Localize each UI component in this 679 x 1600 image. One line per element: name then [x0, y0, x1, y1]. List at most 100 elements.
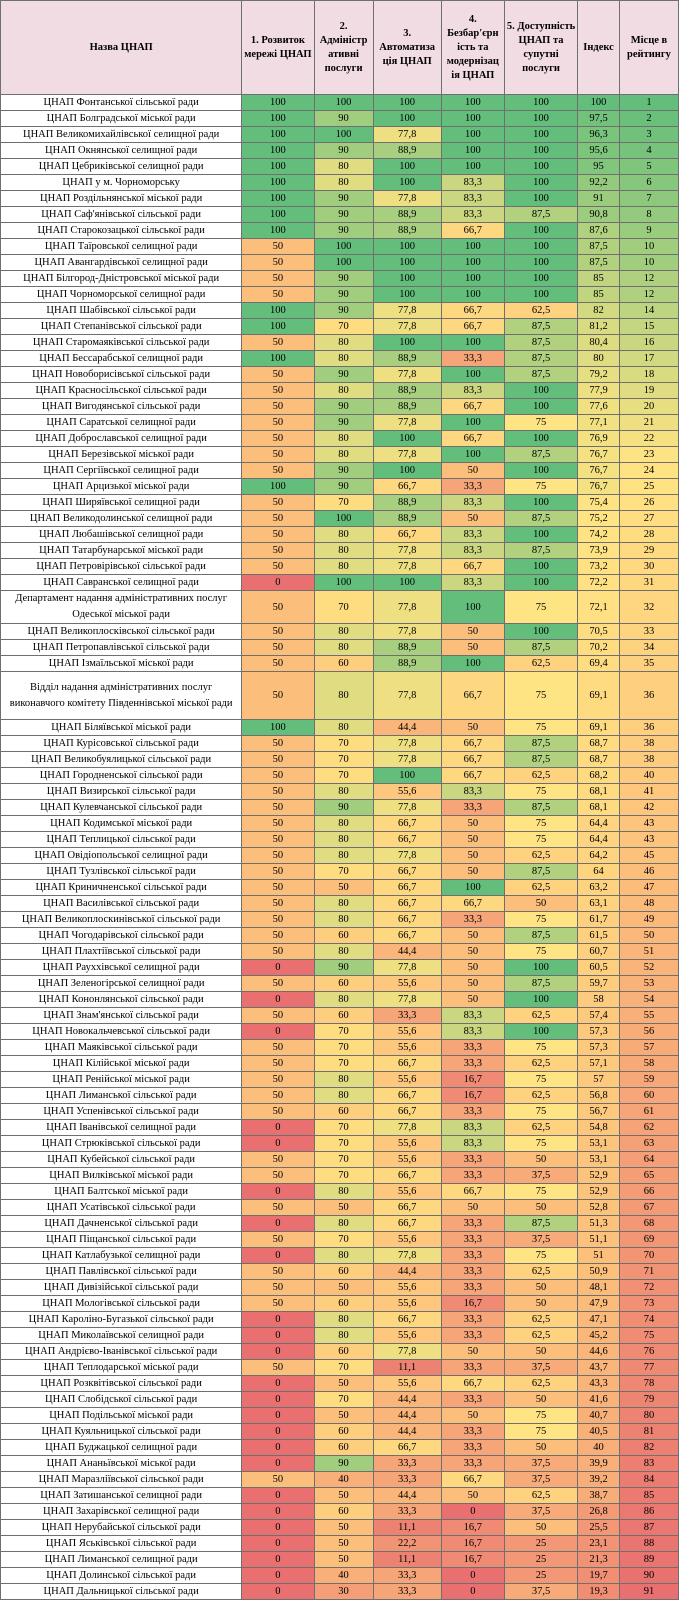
- cell-automation: 11,1: [372, 1551, 442, 1568]
- table-row: ЦНАП Саф'янівської сільської ради 100 90 88…: [0, 206, 679, 223]
- cell-network: 0: [241, 1503, 315, 1520]
- cell-index: 75,4: [577, 494, 620, 511]
- cell-accessibility: 100: [440, 879, 505, 896]
- cell-availability: 87,5: [503, 975, 579, 992]
- cell-availability: 62,5: [503, 879, 579, 896]
- cell-network: 50: [241, 238, 315, 255]
- cell-rank: 87: [618, 1519, 679, 1536]
- cell-network: 50: [241, 927, 315, 944]
- cell-rank: 36: [618, 719, 679, 736]
- cell-accessibility: 16,7: [440, 1535, 505, 1552]
- cell-index: 57,3: [577, 1039, 620, 1056]
- cell-index: 26,8: [577, 1503, 620, 1520]
- cell-index: 23,1: [577, 1535, 620, 1552]
- cell-network: 50: [241, 911, 315, 928]
- cell-accessibility: 100: [440, 590, 505, 624]
- cell-accessibility: 50: [440, 1407, 505, 1424]
- cell-admin-services: 30: [313, 1583, 374, 1600]
- cell-availability: 75: [503, 1071, 579, 1088]
- cell-admin-services: 90: [313, 398, 374, 415]
- cell-index: 25,5: [577, 1519, 620, 1536]
- cell-name: ЦНАП Шабівської сільської ради: [0, 302, 243, 319]
- cell-admin-services: 70: [313, 1151, 374, 1168]
- cell-admin-services: 80: [313, 911, 374, 928]
- table-row: ЦНАП Татарбунарської міської ради 50 80 77,…: [0, 542, 679, 559]
- table-row: Департамент надання адміністративних пос…: [0, 590, 679, 624]
- cell-network: 50: [241, 943, 315, 960]
- cell-index: 73,9: [577, 542, 620, 559]
- cell-accessibility: 33,3: [440, 1279, 505, 1296]
- cell-network: 50: [241, 1071, 315, 1088]
- cell-availability: 62,5: [503, 1007, 579, 1024]
- cell-accessibility: 33,3: [440, 1359, 505, 1376]
- cell-accessibility: 83,3: [440, 190, 505, 207]
- cell-rank: 5: [618, 158, 679, 175]
- cell-admin-services: 80: [313, 334, 374, 351]
- cell-rank: 10: [618, 238, 679, 255]
- cell-index: 68,1: [577, 783, 620, 800]
- table-row: ЦНАП Теплодарської міської ради 50 70 11,1 3…: [0, 1359, 679, 1376]
- cell-admin-services: 90: [313, 142, 374, 159]
- cell-network: 50: [241, 815, 315, 832]
- cell-availability: 25: [503, 1535, 579, 1552]
- cell-automation: 100: [372, 462, 442, 479]
- cell-admin-services: 50: [313, 1535, 374, 1552]
- cell-availability: 100: [503, 574, 579, 591]
- cell-rank: 40: [618, 767, 679, 784]
- cell-network: 0: [241, 1375, 315, 1392]
- cell-accessibility: 66,7: [440, 398, 505, 415]
- cell-automation: 77,8: [372, 126, 442, 143]
- cell-name: ЦНАП Теплицької сільської ради: [0, 831, 243, 848]
- cell-network: 0: [241, 1119, 315, 1136]
- cell-availability: 62,5: [503, 1263, 579, 1280]
- cell-automation: 77,8: [372, 751, 442, 768]
- cell-index: 45,2: [577, 1327, 620, 1344]
- cell-accessibility: 100: [440, 126, 505, 143]
- cell-name: ЦНАП Чорноморської селищної ради: [0, 286, 243, 303]
- cell-network: 50: [241, 1151, 315, 1168]
- cell-index: 70,2: [577, 639, 620, 656]
- table-row: ЦНАП Рауххівської селищної ради 0 90 77,8 50…: [0, 959, 679, 976]
- cell-name: ЦНАП Саратської селищної ради: [0, 414, 243, 431]
- table-row: ЦНАП Авангардівської селищної ради 50 100 1…: [0, 254, 679, 271]
- cell-rank: 42: [618, 799, 679, 816]
- cell-availability: 100: [503, 142, 579, 159]
- table-row: ЦНАП Чорноморської селищної ради 50 90 100 1…: [0, 286, 679, 303]
- cell-network: 50: [241, 1231, 315, 1248]
- cell-automation: 11,1: [372, 1519, 442, 1536]
- cell-index: 85: [577, 270, 620, 287]
- cell-name: ЦНАП Вигодянської сільської ради: [0, 398, 243, 415]
- cell-network: 0: [241, 1567, 315, 1584]
- table-row: ЦНАП Болградської міської ради 100 90 100 10…: [0, 110, 679, 127]
- cell-accessibility: 50: [440, 815, 505, 832]
- cell-network: 50: [241, 446, 315, 463]
- table-row: ЦНАП Знам'янської сільської ради 50 60 33,3…: [0, 1007, 679, 1024]
- cell-rank: 27: [618, 510, 679, 527]
- cell-name: ЦНАП Великодолинської селищної ради: [0, 510, 243, 527]
- cell-network: 50: [241, 1103, 315, 1120]
- table-row: ЦНАП Миколаївської селищної ради 0 80 55,6 3…: [0, 1327, 679, 1344]
- cell-accessibility: 33,3: [440, 1391, 505, 1408]
- cell-index: 57,4: [577, 1007, 620, 1024]
- cell-name: ЦНАП Татарбунарської міської ради: [0, 542, 243, 559]
- cell-name: ЦНАП Зеленогірської селищної ради: [0, 975, 243, 992]
- cell-accessibility: 33,3: [440, 1055, 505, 1072]
- cell-admin-services: 100: [313, 510, 374, 527]
- cell-availability: 62,5: [503, 847, 579, 864]
- cell-accessibility: 100: [440, 254, 505, 271]
- cell-name: ЦНАП Петропавлівської сільської ради: [0, 639, 243, 656]
- cell-network: 100: [241, 142, 315, 159]
- cell-admin-services: 70: [313, 751, 374, 768]
- cell-admin-services: 90: [313, 270, 374, 287]
- cell-automation: 44,4: [372, 1391, 442, 1408]
- cell-automation: 77,8: [372, 1119, 442, 1136]
- cell-rank: 43: [618, 831, 679, 848]
- cell-name: ЦНАП Роздільнянської міської ради: [0, 190, 243, 207]
- cell-network: 0: [241, 1343, 315, 1360]
- table-row: ЦНАП Новоборисівської сільської ради 50 90…: [0, 366, 679, 383]
- cell-admin-services: 80: [313, 350, 374, 367]
- cell-accessibility: 33,3: [440, 1439, 505, 1456]
- cell-network: 50: [241, 414, 315, 431]
- cell-name: ЦНАП Лиманської селищної ради: [0, 1551, 243, 1568]
- cell-index: 73,2: [577, 558, 620, 575]
